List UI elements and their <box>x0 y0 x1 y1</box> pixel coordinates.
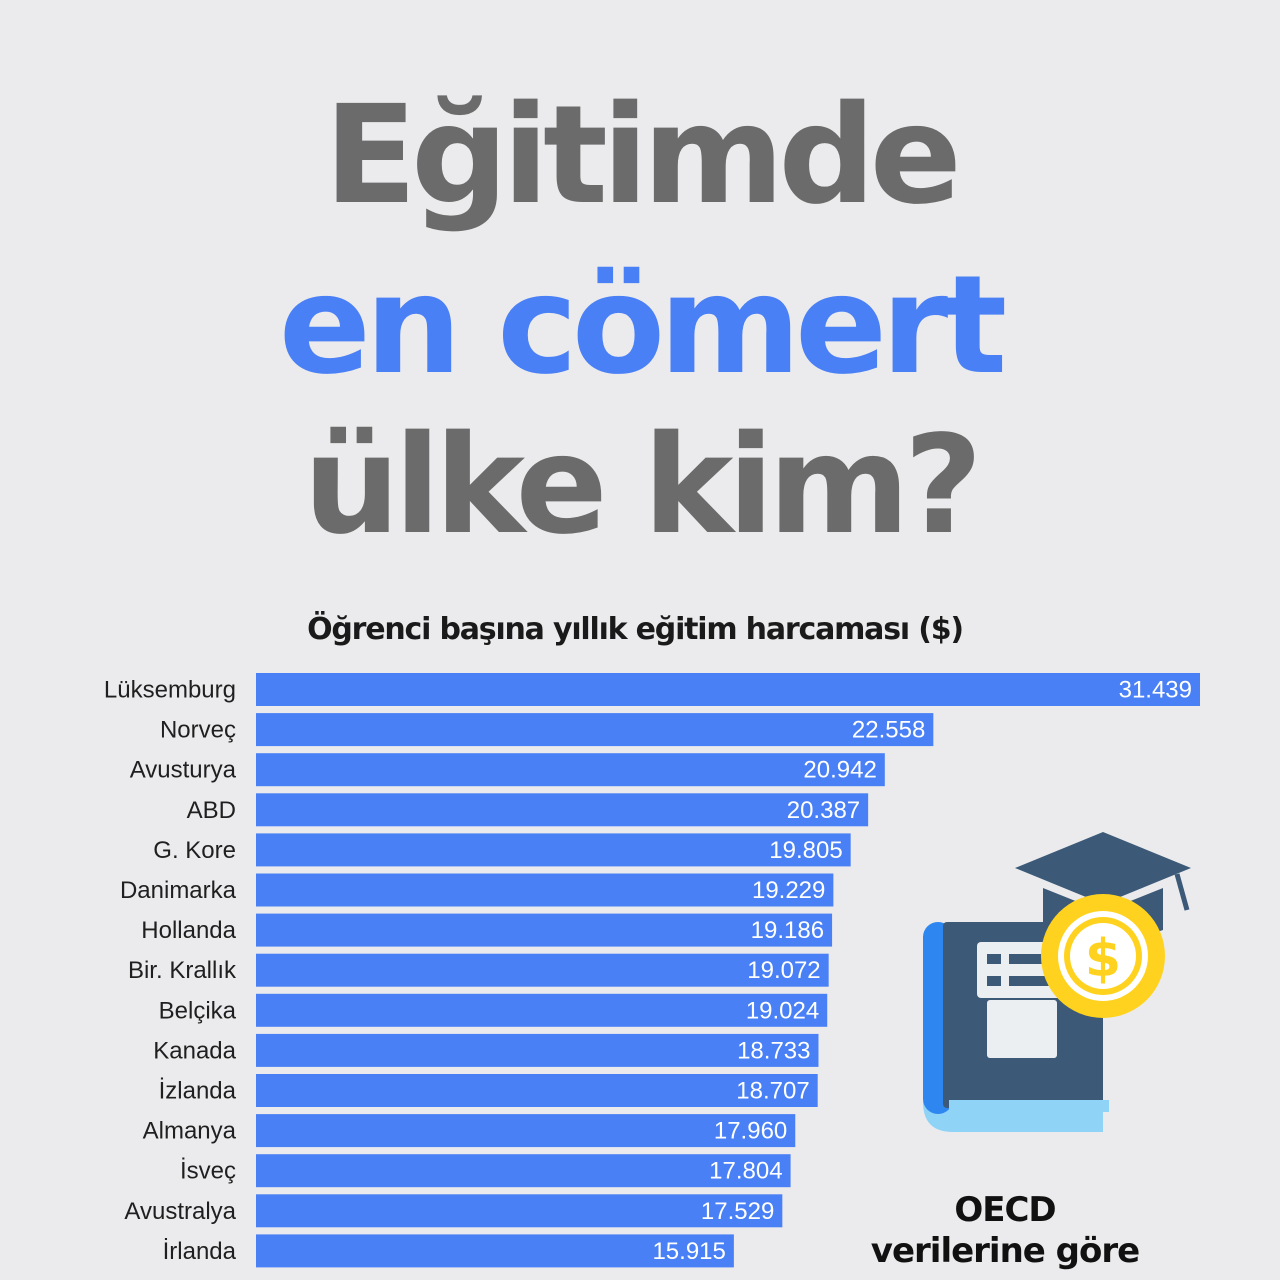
bar <box>256 833 851 867</box>
title-line-1: Eğitimde <box>324 77 962 235</box>
value-label: 19.229 <box>752 877 825 904</box>
value-label: 20.942 <box>803 757 876 784</box>
value-label: 19.072 <box>747 957 820 984</box>
value-label: 17.529 <box>701 1198 774 1225</box>
bar <box>256 1074 818 1107</box>
category-label: İrlanda <box>163 1238 237 1265</box>
value-label: 22.558 <box>852 717 925 744</box>
value-label: 15.915 <box>652 1238 725 1265</box>
svg-text:$: $ <box>1085 929 1121 989</box>
category-label: Norveç <box>160 717 236 744</box>
category-label: Almanya <box>143 1118 237 1145</box>
bar <box>256 993 828 1027</box>
category-label: Lüksemburg <box>104 677 236 704</box>
category-label: İsveç <box>180 1158 236 1185</box>
value-label: 31.439 <box>1119 677 1192 704</box>
bar <box>256 1033 819 1067</box>
bar <box>256 873 834 907</box>
category-label: Belçika <box>159 997 237 1024</box>
source-note-line-2: verilerine göre <box>870 1230 1140 1271</box>
bar <box>256 953 829 987</box>
bar <box>256 793 869 827</box>
category-label: Danimarka <box>120 877 237 904</box>
value-label: 19.805 <box>769 837 842 864</box>
value-label: 20.387 <box>787 797 860 824</box>
value-label: 17.804 <box>709 1158 782 1185</box>
bar <box>256 1194 783 1228</box>
value-label: 18.733 <box>737 1037 810 1064</box>
value-label: 18.707 <box>736 1078 809 1105</box>
category-label: G. Kore <box>153 837 236 864</box>
category-label: Avusturya <box>130 757 237 784</box>
category-label: ABD <box>187 797 236 824</box>
value-label: 17.960 <box>714 1118 787 1145</box>
source-note-line-1: OECD <box>954 1190 1056 1230</box>
bar <box>256 1154 791 1188</box>
source-note: OECD verilerine göre <box>855 1190 1155 1272</box>
category-label: İzlanda <box>159 1078 237 1105</box>
value-label: 19.024 <box>746 997 819 1024</box>
bar <box>256 913 833 947</box>
title-line-3: ülke kim? <box>303 407 982 565</box>
bar <box>256 753 885 787</box>
title-line-2: en cömert <box>278 247 1008 405</box>
education-funding-icon: $ <box>923 832 1191 1132</box>
category-label: Hollanda <box>141 917 236 944</box>
bar <box>256 713 934 747</box>
bar <box>256 1234 734 1268</box>
value-label: 19.186 <box>751 917 824 944</box>
bar <box>256 1114 796 1148</box>
category-label: Bir. Krallık <box>128 957 237 984</box>
chart-title: Öğrenci başına yıllık eğitim harcaması (… <box>307 612 964 647</box>
category-label: Kanada <box>153 1037 236 1064</box>
category-label: Avustralya <box>124 1198 236 1225</box>
bar <box>256 673 1200 706</box>
